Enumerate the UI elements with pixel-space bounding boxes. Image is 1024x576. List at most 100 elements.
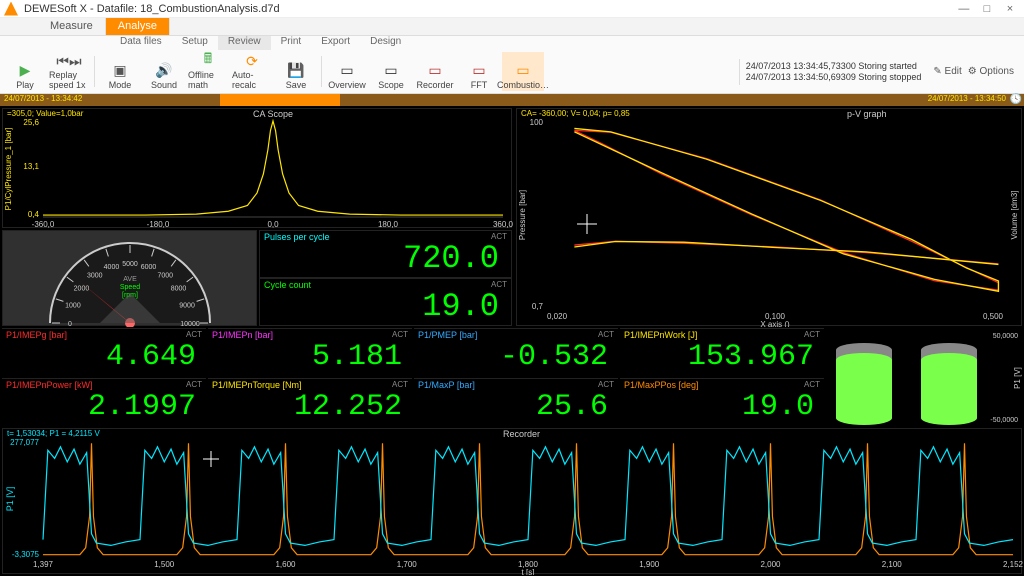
pulses-label: Pulses per cycle (264, 232, 330, 242)
svg-text:6000: 6000 (141, 264, 157, 271)
svg-text:50,0000: 50,0000 (993, 333, 1018, 340)
svg-text:1,500: 1,500 (154, 560, 175, 569)
toolbar-overview[interactable]: ▭Overview (326, 52, 368, 91)
log-line: 24/07/2013 13:34:50,69309 Storing stoppe… (746, 72, 922, 83)
svg-text:7000: 7000 (157, 272, 173, 279)
digit-P1/MaxPPos [deg]: P1/MaxPPos [deg]ACT19.0 (620, 378, 824, 426)
recorder-title: Recorder (503, 429, 540, 439)
svg-text:-3,3075: -3,3075 (12, 550, 40, 559)
toolbar-fft[interactable]: ▭FFT (458, 52, 500, 91)
log-line: 24/07/2013 13:34:45,73300 Storing starte… (746, 61, 922, 72)
svg-text:1,600: 1,600 (275, 560, 296, 569)
cycles-panel: Cycle countACT 19.0 (259, 278, 512, 326)
maximize-icon[interactable]: □ (977, 3, 997, 15)
subtab-datafiles[interactable]: Data files (110, 36, 172, 50)
digit-P1/IMEPnWork [J]: P1/IMEPnWork [J]ACT153.967 (620, 328, 824, 376)
svg-text:0,7: 0,7 (532, 302, 544, 311)
svg-text:X axis (): X axis () (760, 320, 790, 327)
pulses-panel: Pulses per cycleACT 720.0 (259, 230, 512, 278)
close-icon[interactable]: × (1000, 3, 1020, 15)
ca-scope-panel[interactable]: =305,0; Value=1,0bar CA Scope -360,0-180… (2, 108, 512, 228)
svg-text:0,4: 0,4 (28, 210, 40, 219)
svg-text:P1 [V]: P1 [V] (5, 487, 15, 512)
toolbar-play[interactable]: ▶Play (4, 52, 46, 91)
digit-P1/IMEPnTorque [Nm]: P1/IMEPnTorque [Nm]ACT12.252 (208, 378, 412, 426)
svg-text:1,900: 1,900 (639, 560, 660, 569)
edit-button[interactable]: ✎ Edit (933, 66, 961, 77)
rpm-gauge: 0100020003000400050006000700080009000100… (3, 231, 258, 327)
svg-text:1,700: 1,700 (397, 560, 418, 569)
sub-tabstrip: Data files Setup Review Print Export Des… (0, 36, 1024, 50)
subtab-print[interactable]: Print (271, 36, 312, 50)
toolbar-mode[interactable]: ▣Mode (99, 52, 141, 91)
toolbar-offline[interactable]: 🖩Offline math (187, 52, 229, 91)
ca-title: CA Scope (253, 109, 293, 119)
subtab-review[interactable]: Review (218, 36, 271, 50)
app-title: DEWESoft X - Datafile: 18_CombustionAnal… (24, 3, 954, 15)
time-selection[interactable] (220, 94, 340, 106)
pulses-value: 720.0 (260, 243, 511, 275)
dashboard: 24/07/2013 - 13:34:42 24/07/2013 - 13:34… (0, 94, 1024, 576)
rpm-gauge-panel[interactable]: 0100020003000400050006000700080009000100… (2, 230, 257, 326)
ca-cursor-label: =305,0; Value=1,0bar (7, 109, 83, 118)
cycles-value: 19.0 (260, 291, 511, 323)
clock-icon[interactable]: 🕓 (1010, 94, 1022, 105)
svg-text:P1/CylPressure_1 [bar]: P1/CylPressure_1 [bar] (4, 128, 13, 211)
svg-text:10000: 10000 (180, 321, 200, 327)
svg-text:-50,0000: -50,0000 (990, 417, 1018, 424)
digit-P1/PMEP [bar]: P1/PMEP [bar]ACT-0.532 (414, 328, 618, 376)
svg-text:1000: 1000 (65, 302, 81, 309)
toolbar-replay[interactable]: ⏮⏭Replay speed 1x (48, 52, 90, 91)
svg-text:3000: 3000 (87, 272, 103, 279)
digit-P1/IMEPg [bar]: P1/IMEPg [bar]ACT4.649 (2, 328, 206, 376)
digit-P1/MaxP [bar]: P1/MaxP [bar]ACT25.6 (414, 378, 618, 426)
svg-text:5000: 5000 (122, 261, 138, 268)
toolbar-autorecalc[interactable]: ⟳Auto-recalc (231, 52, 273, 91)
minimize-icon[interactable]: — (954, 3, 974, 15)
svg-text:180,0: 180,0 (378, 220, 399, 229)
cycles-label: Cycle count (264, 280, 311, 290)
svg-text:2,100: 2,100 (882, 560, 903, 569)
time-start-label: 24/07/2013 - 13:34:42 (4, 94, 82, 103)
time-end-label: 24/07/2013 - 13:34:50 (928, 94, 1006, 103)
svg-text:0,500: 0,500 (983, 312, 1004, 321)
pv-chart: 0,0200,1000,500X axis ()1000,7Pressure [… (517, 109, 1023, 327)
toolbar-save[interactable]: 💾Save (275, 52, 317, 91)
svg-text:360,0: 360,0 (493, 220, 513, 229)
subtab-export[interactable]: Export (311, 36, 360, 50)
toolbar-recorder[interactable]: ▭Recorder (414, 52, 456, 91)
subtab-design[interactable]: Design (360, 36, 411, 50)
svg-text:25,6: 25,6 (23, 118, 39, 127)
svg-text:AVE: AVE (123, 276, 137, 283)
tab-measure[interactable]: Measure (38, 18, 106, 35)
svg-text:Pressure [bar]: Pressure [bar] (518, 190, 527, 240)
recorder-cursor-label: t= 1,53034; P1 = 4,2115 V (7, 429, 100, 438)
time-strip[interactable]: 24/07/2013 - 13:34:42 24/07/2013 - 13:34… (0, 94, 1024, 106)
svg-text:-180,0: -180,0 (147, 220, 170, 229)
svg-text:100: 100 (530, 118, 544, 127)
recorder-chart: 277,077-3,3075P1 [V]1,3971,5001,6001,700… (3, 429, 1023, 575)
toolbar-combustion[interactable]: ▭Combustio… (502, 52, 544, 91)
toolbar-scope[interactable]: ▭Scope (370, 52, 412, 91)
svg-text:-360,0: -360,0 (32, 220, 55, 229)
titlebar: DEWESoft X - Datafile: 18_CombustionAnal… (0, 0, 1024, 18)
digit-P1/IMEPnPower [kW]: P1/IMEPnPower [kW]ACT2.1997 (2, 378, 206, 426)
tab-analyse[interactable]: Analyse (106, 18, 170, 35)
svg-text:Volume [dm3]: Volume [dm3] (1010, 191, 1019, 240)
ca-scope-chart: -360,0-180,00,0180,0360,025,613,10,4P1/C… (3, 109, 513, 229)
toolbar-sound[interactable]: 🔊Sound (143, 52, 185, 91)
pv-cursor-label: CA= -360,00; V= 0,04; p= 0,85 (521, 109, 630, 118)
options-button[interactable]: ⚙ Options (968, 66, 1014, 77)
recorder-panel[interactable]: t= 1,53034; P1 = 4,2115 V Recorder 277,0… (2, 428, 1022, 574)
pv-panel[interactable]: CA= -360,00; V= 0,04; p= 0,85 p-V graph … (516, 108, 1022, 326)
app-logo-icon (4, 2, 18, 16)
svg-text:1,397: 1,397 (33, 560, 54, 569)
window-buttons: — □ × (954, 3, 1020, 15)
toolbar: ▶Play⏮⏭Replay speed 1x▣Mode🔊Sound🖩Offlin… (0, 50, 1024, 94)
svg-text:2,000: 2,000 (760, 560, 781, 569)
svg-text:13,1: 13,1 (23, 162, 39, 171)
svg-text:9000: 9000 (179, 302, 195, 309)
bar3d-panel: 50,0000-50,0000P1 [V] (826, 328, 1022, 426)
svg-text:4000: 4000 (104, 264, 120, 271)
event-log: 24/07/2013 13:34:45,73300 Storing starte… (739, 59, 928, 85)
